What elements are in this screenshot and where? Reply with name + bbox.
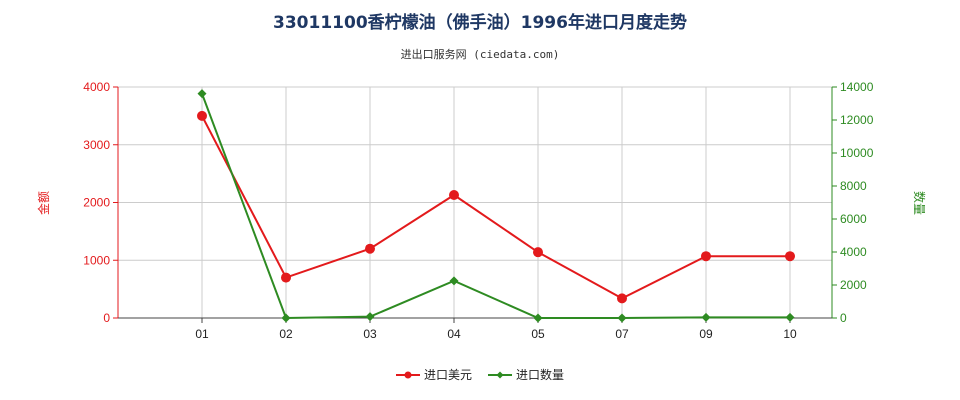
left-axis-label: 金额: [36, 191, 51, 215]
left-tick-label: 3000: [83, 138, 110, 152]
chart-title: 33011100香柠檬油（佛手油）1996年进口月度走势: [273, 13, 687, 33]
legend-label-2: 进口数量: [516, 367, 564, 382]
grid: [118, 86, 832, 319]
right-tick-label: 12000: [840, 113, 874, 127]
series-line-2: [201, 93, 790, 320]
right-tick-label: 4000: [840, 245, 867, 259]
data-point-1: [785, 251, 795, 262]
left-tick-label: 2000: [83, 196, 110, 210]
right-tick-label: 14000: [840, 80, 874, 94]
right-axis-label: 数量: [912, 191, 927, 215]
chart-subtitle: 进出口服务网 (ciedata.com): [400, 48, 560, 61]
data-point-2: [197, 89, 207, 99]
x-tick-label: 03: [363, 327, 377, 341]
left-tick-label: 4000: [83, 80, 110, 94]
legend-label-1: 进口美元: [424, 368, 472, 382]
data-point-1: [449, 189, 459, 200]
data-point-2: [617, 313, 627, 323]
x-tick-label: 05: [531, 327, 545, 341]
right-tick-label: 8000: [840, 179, 867, 193]
axes: 0 1000 2000 3000 4000 0 2000 4000 6000 8000 10000 1…: [83, 80, 873, 341]
x-tick-label: 09: [699, 327, 713, 341]
data-point-2: [701, 312, 711, 322]
series-line-1: [201, 115, 790, 300]
data-point-2: [785, 312, 795, 322]
x-tick-label: 07: [615, 327, 629, 341]
x-tick-label: 01: [195, 327, 209, 341]
data-point-1: [281, 272, 291, 283]
left-tick-label: 1000: [83, 253, 110, 267]
data-point-2: [281, 313, 291, 323]
data-point-1: [701, 251, 711, 262]
legend-marker-1: [404, 371, 412, 379]
data-point-1: [197, 110, 207, 121]
right-tick-label: 0: [840, 311, 847, 325]
data-point-2: [449, 276, 459, 286]
right-tick-label: 10000: [840, 146, 874, 160]
x-tick-label: 10: [783, 327, 797, 341]
data-point-2: [533, 313, 543, 323]
data-point-1: [617, 293, 627, 304]
data-point-1: [533, 247, 543, 258]
x-tick-label: 02: [279, 327, 293, 341]
data-point-2: [365, 312, 375, 322]
right-tick-label: 2000: [840, 278, 867, 292]
x-tick-label: 04: [447, 327, 461, 341]
series: [197, 89, 795, 323]
legend: 进口美元 进口数量: [396, 367, 564, 382]
data-point-1: [365, 243, 375, 254]
legend-marker-2: [496, 371, 504, 379]
right-tick-label: 6000: [840, 212, 867, 226]
left-tick-label: 0: [103, 311, 110, 325]
